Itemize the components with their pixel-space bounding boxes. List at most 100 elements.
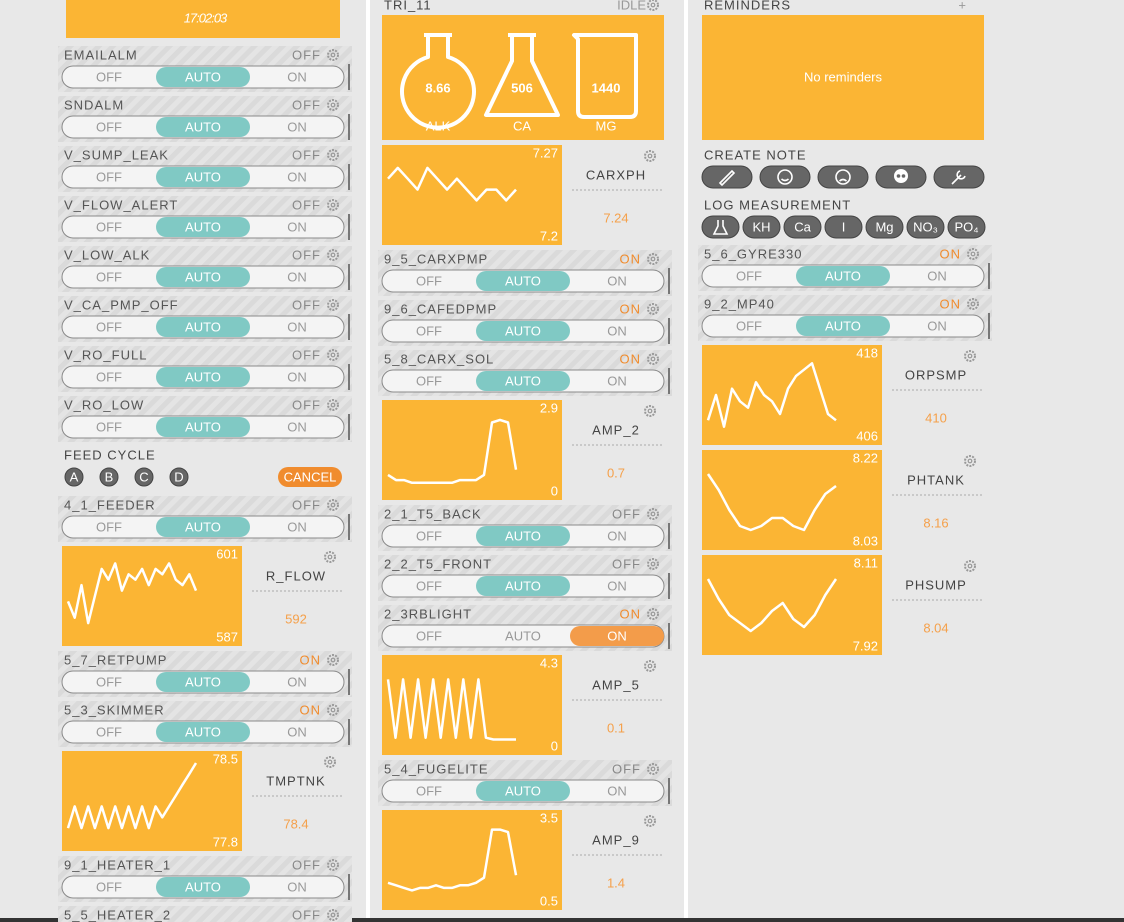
toggle-option[interactable]: AUTO <box>185 319 221 334</box>
gear-icon[interactable] <box>647 0 659 11</box>
toggle-option[interactable]: AUTO <box>505 528 541 543</box>
toggle-option[interactable]: OFF <box>96 724 122 739</box>
toggle-option[interactable]: OFF <box>416 783 442 798</box>
toggle-option[interactable]: OFF <box>96 419 122 434</box>
measure-button[interactable] <box>947 215 986 239</box>
feed-button[interactable] <box>99 467 119 487</box>
toggle-option[interactable]: AUTO <box>185 724 221 739</box>
gear-icon[interactable] <box>647 763 659 775</box>
toggle-option[interactable]: ON <box>287 69 307 84</box>
toggle-option[interactable]: AUTO <box>185 169 221 184</box>
gear-icon[interactable] <box>967 298 979 310</box>
toggle-option[interactable]: ON <box>287 879 307 894</box>
feed-button[interactable] <box>134 467 154 487</box>
gear-icon[interactable] <box>647 253 659 265</box>
toggle-option[interactable]: OFF <box>96 269 122 284</box>
toggle-option[interactable]: AUTO <box>505 323 541 338</box>
toggle-option[interactable]: AUTO <box>185 219 221 234</box>
toggle-option[interactable]: OFF <box>416 373 442 388</box>
gear-icon[interactable] <box>324 756 336 768</box>
toggle-option[interactable]: AUTO <box>185 674 221 689</box>
toggle-option[interactable]: ON <box>287 674 307 689</box>
toggle-option[interactable]: ON <box>287 369 307 384</box>
cancel-button[interactable] <box>278 467 342 487</box>
measure-button[interactable] <box>906 215 945 239</box>
gear-icon[interactable] <box>327 149 339 161</box>
toggle-option[interactable]: OFF <box>96 879 122 894</box>
toggle-option[interactable]: AUTO <box>505 373 541 388</box>
toggle-option[interactable]: OFF <box>416 273 442 288</box>
toggle-option[interactable]: ON <box>287 119 307 134</box>
gear-icon[interactable] <box>327 199 339 211</box>
gear-icon[interactable] <box>647 608 659 620</box>
toggle-option[interactable]: AUTO <box>185 519 221 534</box>
gear-icon[interactable] <box>644 660 656 672</box>
toggle-option[interactable]: ON <box>287 724 307 739</box>
toggle-option[interactable]: OFF <box>96 369 122 384</box>
toggle-option[interactable]: OFF <box>96 319 122 334</box>
gear-icon[interactable] <box>967 248 979 260</box>
toggle-option[interactable]: OFF <box>96 119 122 134</box>
toggle-option[interactable]: AUTO <box>825 318 861 333</box>
toggle-option[interactable]: OFF <box>736 268 762 283</box>
toggle-option[interactable]: OFF <box>96 219 122 234</box>
toggle-option[interactable]: AUTO <box>505 578 541 593</box>
gear-icon[interactable] <box>324 551 336 563</box>
feed-button[interactable] <box>64 467 84 487</box>
toggle-option[interactable]: AUTO <box>505 628 541 643</box>
gear-icon[interactable] <box>644 815 656 827</box>
toggle-option[interactable]: AUTO <box>825 268 861 283</box>
toggle-option[interactable]: OFF <box>736 318 762 333</box>
toggle-option[interactable]: OFF <box>96 674 122 689</box>
gear-icon[interactable] <box>327 299 339 311</box>
gear-icon[interactable] <box>647 353 659 365</box>
toggle-option[interactable]: AUTO <box>185 269 221 284</box>
gear-icon[interactable] <box>964 350 976 362</box>
toggle-option[interactable]: OFF <box>96 169 122 184</box>
toggle-option[interactable]: OFF <box>416 323 442 338</box>
toggle-option[interactable]: ON <box>607 373 627 388</box>
measure-button[interactable] <box>701 215 740 239</box>
measure-button[interactable] <box>865 215 904 239</box>
toggle-option[interactable]: AUTO <box>505 783 541 798</box>
toggle-option[interactable]: AUTO <box>505 273 541 288</box>
gear-icon[interactable] <box>647 558 659 570</box>
gear-icon[interactable] <box>964 455 976 467</box>
gear-icon[interactable] <box>644 405 656 417</box>
toggle-option[interactable]: ON <box>607 323 627 338</box>
toggle-option[interactable]: OFF <box>416 528 442 543</box>
toggle-option[interactable]: ON <box>607 578 627 593</box>
toggle-option[interactable]: ON <box>287 169 307 184</box>
gear-icon[interactable] <box>644 150 656 162</box>
gear-icon[interactable] <box>327 349 339 361</box>
gear-icon[interactable] <box>647 508 659 520</box>
gear-icon[interactable] <box>327 654 339 666</box>
gear-icon[interactable] <box>647 303 659 315</box>
toggle-option[interactable]: ON <box>927 318 947 333</box>
toggle-option[interactable]: ON <box>607 528 627 543</box>
note-button[interactable] <box>759 165 811 189</box>
measure-button[interactable] <box>783 215 822 239</box>
measure-button[interactable] <box>824 215 863 239</box>
feed-button[interactable] <box>169 467 189 487</box>
toggle-option[interactable]: OFF <box>96 69 122 84</box>
toggle-option[interactable]: ON <box>607 628 627 643</box>
gear-icon[interactable] <box>327 99 339 111</box>
gear-icon[interactable] <box>327 399 339 411</box>
toggle-option[interactable]: ON <box>287 519 307 534</box>
gear-icon[interactable] <box>327 704 339 716</box>
gear-icon[interactable] <box>327 249 339 261</box>
gear-icon[interactable] <box>327 909 339 921</box>
toggle-option[interactable]: AUTO <box>185 69 221 84</box>
toggle-option[interactable]: AUTO <box>185 419 221 434</box>
note-button[interactable] <box>817 165 869 189</box>
toggle-option[interactable]: ON <box>287 419 307 434</box>
toggle-option[interactable]: OFF <box>96 519 122 534</box>
toggle-option[interactable]: AUTO <box>185 879 221 894</box>
measure-button[interactable] <box>742 215 781 239</box>
toggle-option[interactable]: ON <box>607 273 627 288</box>
gear-icon[interactable] <box>327 499 339 511</box>
toggle-option[interactable]: ON <box>927 268 947 283</box>
toggle-option[interactable]: OFF <box>416 578 442 593</box>
gear-icon[interactable] <box>964 560 976 572</box>
